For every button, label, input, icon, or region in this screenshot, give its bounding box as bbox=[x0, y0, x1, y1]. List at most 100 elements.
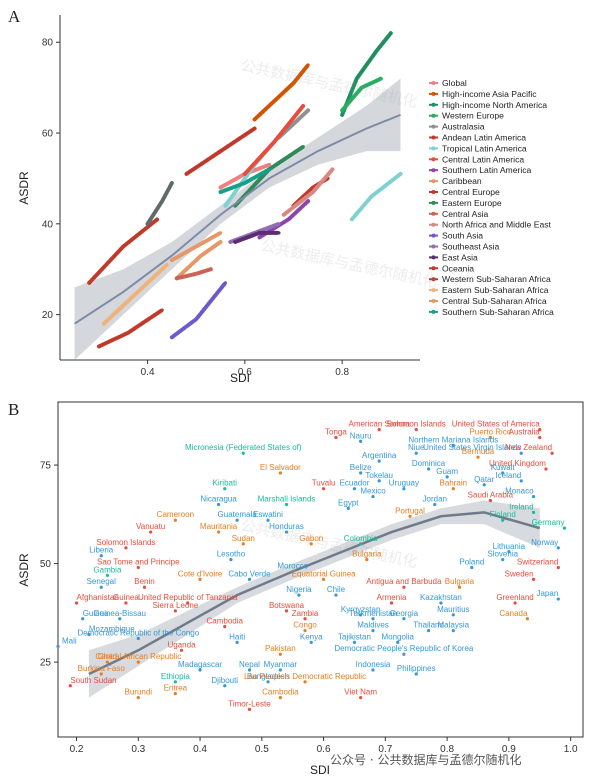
point-label: Finland bbox=[490, 510, 516, 519]
country-point: Northern Mariana Islands bbox=[408, 435, 498, 447]
legend-label: Southern Latin America bbox=[442, 165, 532, 175]
series-point bbox=[121, 244, 125, 249]
point-marker bbox=[507, 550, 511, 554]
legend-label: Andean Latin America bbox=[442, 133, 526, 143]
point-label: Mauritius bbox=[437, 605, 469, 614]
point-marker bbox=[470, 565, 474, 570]
legend-item: Western Sub-Saharan Africa bbox=[429, 274, 551, 284]
country-point: Kenya bbox=[300, 632, 323, 645]
point-label: Democratic Republic of the Congo bbox=[77, 628, 199, 637]
x-tick-label: 0.3 bbox=[131, 744, 145, 755]
country-point: Lithuania bbox=[493, 542, 526, 554]
point-marker bbox=[173, 609, 177, 613]
country-point: Micronesia (Federated States of) bbox=[185, 443, 302, 455]
legend-item: East Asia bbox=[429, 252, 478, 262]
series-point bbox=[243, 181, 247, 185]
point-label: Bulgaria bbox=[445, 577, 475, 586]
legend-item: Central Sub-Saharan Africa bbox=[429, 296, 547, 306]
country-point: Burkina Faso bbox=[78, 664, 125, 676]
country-point: Mali bbox=[56, 636, 77, 648]
point-label: Bulgaria bbox=[352, 550, 382, 559]
x-tick-label: 0.6 bbox=[317, 744, 331, 755]
legend-marker bbox=[431, 277, 436, 282]
country-point: Morocco bbox=[277, 561, 309, 574]
series-point bbox=[170, 335, 174, 339]
country-point: Tonga bbox=[325, 427, 347, 440]
point-label: Monaco bbox=[505, 487, 534, 496]
point-label: Sierra Leone bbox=[152, 601, 198, 610]
country-point: Greenland bbox=[496, 593, 534, 605]
panel-a-series bbox=[87, 31, 403, 349]
point-label: United States of America bbox=[452, 420, 541, 429]
legend-label: Tropical Latin America bbox=[442, 143, 527, 153]
point-label: Benin bbox=[134, 577, 154, 586]
series-point bbox=[228, 240, 232, 244]
series-group bbox=[340, 31, 393, 117]
panel-a-confidence-band bbox=[74, 78, 401, 360]
series-point bbox=[218, 190, 223, 194]
point-label: Poland bbox=[459, 558, 484, 567]
country-point: Nicaragua bbox=[200, 494, 237, 507]
legend-item: Western Europe bbox=[429, 111, 504, 121]
panel-b-y-title: ASDR bbox=[17, 553, 31, 587]
series-point bbox=[97, 344, 101, 348]
confidence-band bbox=[88, 500, 540, 698]
country-point: Belize bbox=[350, 463, 372, 475]
point-label: Cote d'Ivoire bbox=[178, 569, 223, 578]
series-group bbox=[281, 167, 335, 217]
point-label: Cambodia bbox=[262, 688, 299, 697]
series-point bbox=[257, 231, 262, 235]
series-point bbox=[340, 113, 344, 117]
series-point bbox=[282, 213, 286, 217]
point-label: Norway bbox=[531, 538, 558, 547]
x-tick-label: 0.6 bbox=[238, 367, 252, 378]
point-label: Kiribati bbox=[213, 479, 238, 488]
series-point bbox=[155, 217, 159, 221]
point-marker bbox=[396, 640, 400, 645]
country-point: Mauritania bbox=[200, 522, 238, 534]
country-point: United Republic of Tanzania bbox=[138, 593, 238, 605]
series-point bbox=[306, 199, 310, 203]
country-point: Colombia bbox=[344, 534, 378, 546]
point-label: Central African Republic bbox=[95, 652, 181, 661]
legend-marker bbox=[431, 309, 436, 314]
point-label: Pakistan bbox=[265, 644, 296, 653]
series-point bbox=[287, 217, 291, 221]
point-marker bbox=[414, 672, 418, 676]
point-marker bbox=[309, 640, 313, 645]
point-label: Solomon Islands bbox=[387, 420, 446, 429]
point-label: Equatorial Guinea bbox=[292, 569, 357, 578]
point-label: Ecuador bbox=[340, 479, 370, 488]
point-marker bbox=[297, 593, 301, 597]
series-point bbox=[126, 331, 130, 335]
point-label: Liberia bbox=[89, 546, 114, 555]
country-point: Zambia bbox=[292, 609, 319, 621]
point-marker bbox=[389, 601, 394, 605]
country-point: Turkmenistan bbox=[349, 609, 397, 621]
point-marker bbox=[223, 625, 227, 629]
watermark-text: 公共数据库与孟德尔随机化 bbox=[259, 236, 439, 291]
legend-label: Global bbox=[442, 78, 467, 88]
point-marker bbox=[451, 613, 455, 617]
point-label: Georgia bbox=[390, 609, 419, 618]
series-point bbox=[267, 167, 271, 171]
legend-label: Western Sub-Saharan Africa bbox=[442, 274, 551, 284]
series-point bbox=[389, 31, 393, 35]
legend-label: Oceania bbox=[442, 263, 474, 273]
x-tick-label: 0.8 bbox=[440, 744, 454, 755]
point-label: Tuvalu bbox=[312, 479, 336, 488]
point-label: United Republic of Tanzania bbox=[138, 593, 238, 602]
point-marker bbox=[173, 680, 177, 684]
series-point bbox=[218, 185, 223, 190]
point-marker bbox=[562, 526, 567, 530]
series-point bbox=[223, 204, 228, 208]
legend-label: Caribbean bbox=[442, 176, 482, 186]
point-marker bbox=[359, 542, 363, 546]
legend-marker bbox=[431, 168, 436, 173]
legend-label: Central Sub-Saharan Africa bbox=[442, 296, 547, 306]
point-marker bbox=[321, 487, 326, 491]
country-point: Nigeria bbox=[286, 585, 312, 597]
panel-a-trend-line bbox=[74, 113, 401, 325]
series-point bbox=[306, 63, 310, 67]
